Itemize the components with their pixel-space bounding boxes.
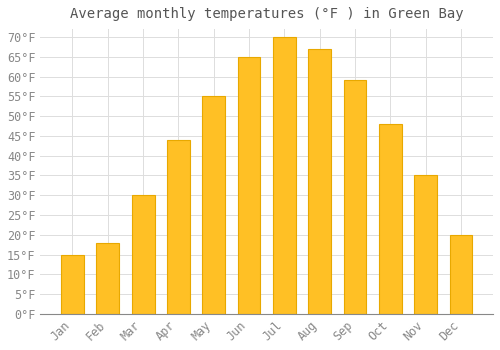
Bar: [414, 175, 437, 314]
Bar: [96, 243, 119, 314]
Bar: [308, 49, 331, 314]
Bar: [61, 254, 84, 314]
Bar: [273, 37, 296, 314]
Bar: [238, 57, 260, 314]
Bar: [344, 80, 366, 314]
Bar: [167, 140, 190, 314]
Bar: [132, 195, 154, 314]
Title: Average monthly temperatures (°F ) in Green Bay: Average monthly temperatures (°F ) in Gr…: [70, 7, 464, 21]
Bar: [202, 96, 225, 314]
Bar: [379, 124, 402, 314]
Bar: [450, 235, 472, 314]
